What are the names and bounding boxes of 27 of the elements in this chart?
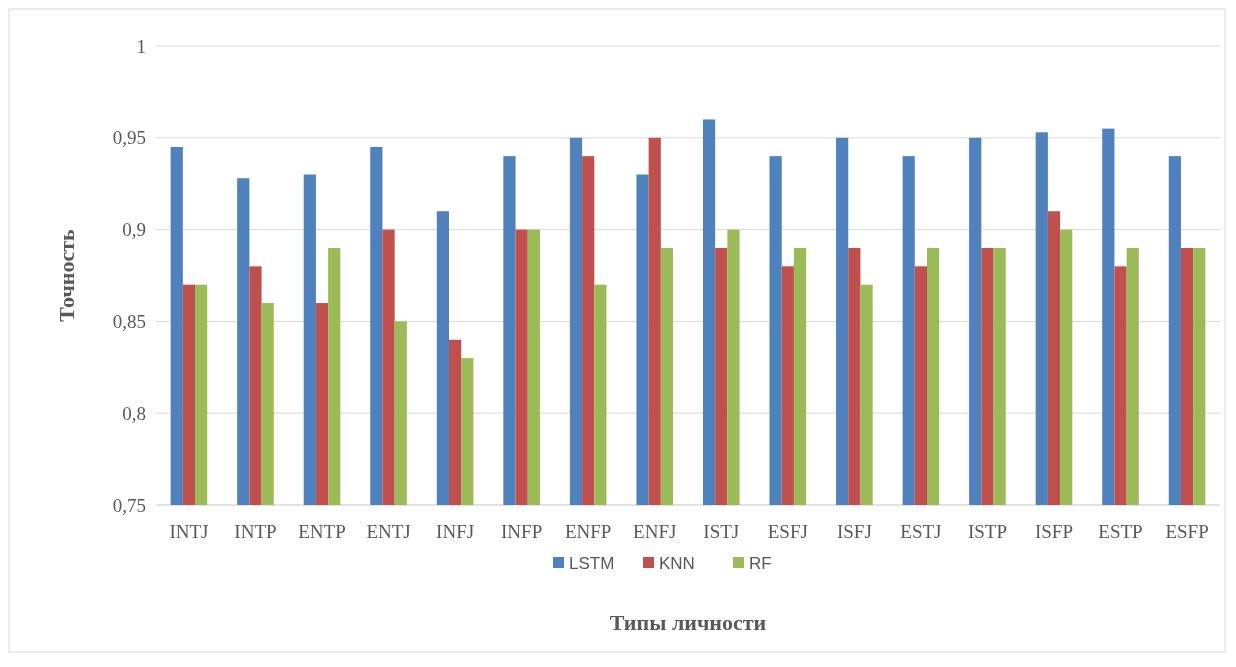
y-axis-title: Точность — [53, 228, 79, 322]
x-tick-label: INTP — [234, 520, 277, 542]
y-tick-label: 0,85 — [112, 311, 146, 333]
y-tick-label: 0,9 — [122, 219, 146, 241]
legend-label: RF — [749, 553, 772, 573]
x-axis-title: Типы личности — [609, 609, 767, 635]
x-tick-label: INTJ — [169, 520, 209, 542]
x-tick-label: ESFP — [1165, 520, 1209, 542]
legend-label: KNN — [659, 553, 695, 573]
x-tick-label: ENTP — [298, 520, 346, 542]
x-tick-label: ENFJ — [633, 520, 677, 542]
legend-label: LSTM — [569, 553, 615, 573]
x-tick-label: ISFP — [1034, 520, 1073, 542]
x-tick-label: ESTJ — [900, 520, 942, 542]
x-tick-label: INFP — [501, 520, 543, 542]
y-tick-label: 1 — [136, 35, 146, 57]
y-tick-label: 0,95 — [112, 127, 146, 149]
x-tick-label: ISFJ — [836, 520, 872, 542]
y-tick-label: 0,75 — [112, 494, 146, 516]
x-tick-label: ESTP — [1098, 520, 1143, 542]
x-tick-label: INFJ — [436, 520, 475, 542]
x-tick-label: ENTJ — [366, 520, 411, 542]
x-tick-label: ENFP — [564, 520, 612, 542]
x-tick-label: ISTP — [967, 520, 1007, 542]
y-tick-label: 0,8 — [122, 402, 146, 424]
x-tick-label: ISTJ — [703, 520, 740, 542]
x-tick-label: ESFJ — [767, 520, 808, 542]
